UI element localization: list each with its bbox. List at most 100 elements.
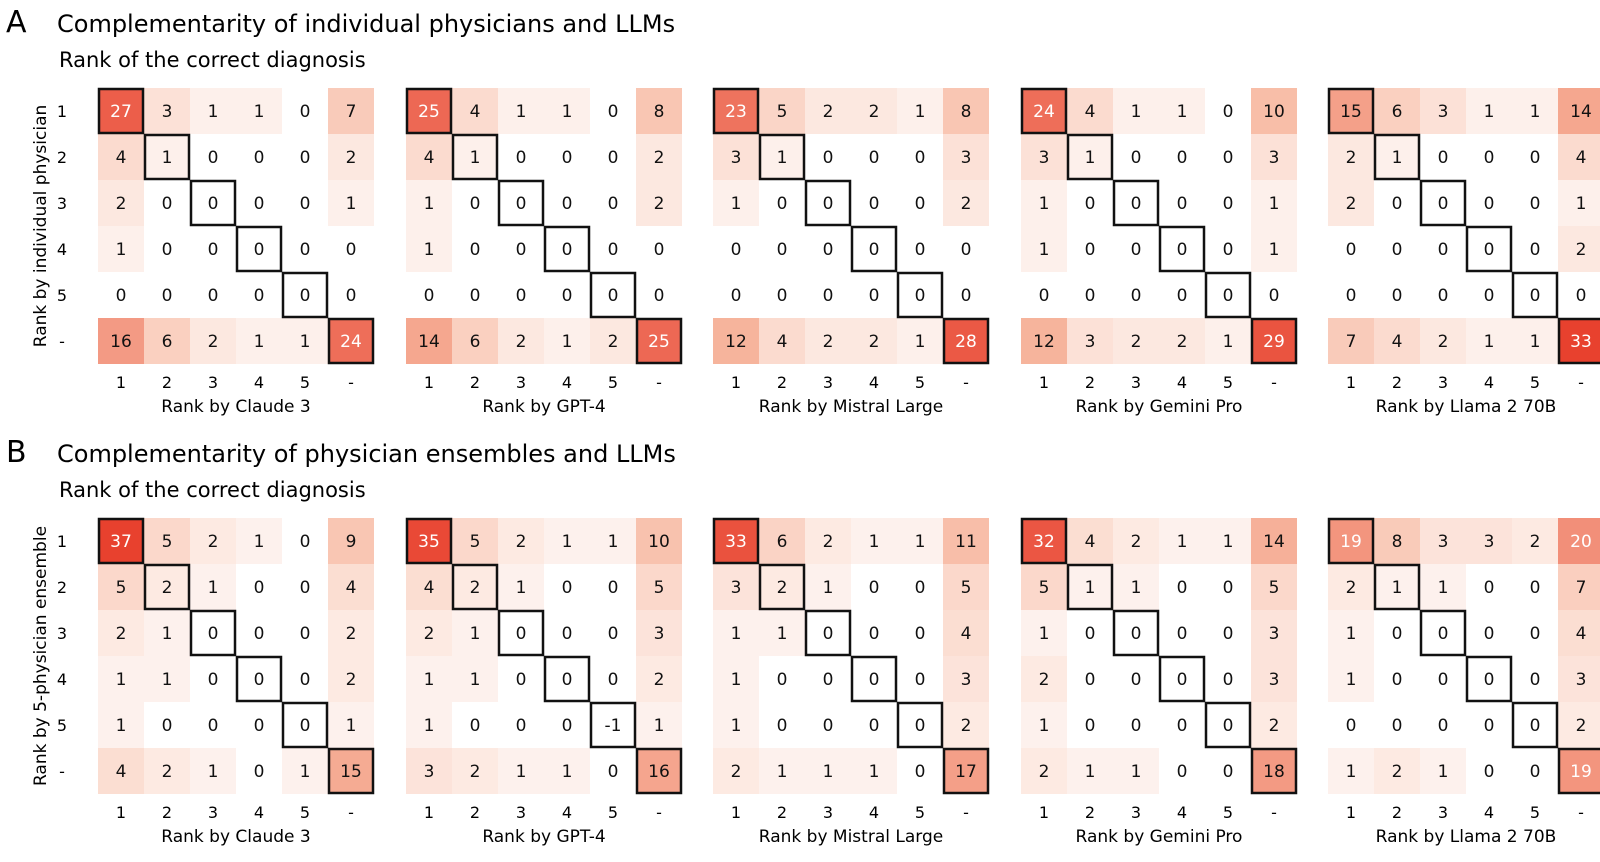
cell-value-label: 0 <box>961 286 972 306</box>
heatmap-cell <box>1512 518 1558 564</box>
y-tick-label: 1 <box>57 532 67 551</box>
cell-value-label: 0 <box>562 670 573 690</box>
heatmap-cell <box>943 272 989 318</box>
heatmap-cell <box>1374 518 1420 564</box>
diagonal-highlight <box>1465 655 1513 703</box>
x-axis-label: Rank by GPT-4 <box>482 827 605 847</box>
y-tick-label: 3 <box>57 194 67 213</box>
cell-value-label: 1 <box>1039 624 1050 644</box>
cell-value-label: 0 <box>777 670 788 690</box>
cell-value-label: 0 <box>300 194 311 214</box>
cell-value-label: 1 <box>1484 332 1495 352</box>
heatmap-cell <box>851 134 897 180</box>
cell-value-label: 1 <box>777 762 788 782</box>
cell-value-label: 0 <box>300 670 311 690</box>
cell-value-label: 0 <box>1392 194 1403 214</box>
heatmap-cell <box>406 610 452 656</box>
x-tick-label: 4 <box>869 373 879 392</box>
cell-value-label: 1 <box>1484 102 1495 122</box>
heatmap-cell <box>144 272 190 318</box>
diagonal-highlight <box>1373 563 1421 611</box>
cell-value-label: 1 <box>1039 194 1050 214</box>
y-tick-label: 1 <box>57 102 67 121</box>
cell-value-label: 1 <box>424 194 435 214</box>
heatmap-cell <box>1113 134 1159 180</box>
diagonal-highlight <box>1020 517 1068 565</box>
x-tick-label: 4 <box>562 803 572 822</box>
panel-title: Complementarity of physician ensembles a… <box>57 440 676 468</box>
cell-value-label: 0 <box>1039 286 1050 306</box>
cell-value-label: 0 <box>915 716 926 736</box>
cell-value-label: 7 <box>1576 578 1587 598</box>
heatmap-cell <box>328 272 374 318</box>
x-tick-label: 5 <box>915 803 925 822</box>
cell-value-label: 1 <box>162 148 173 168</box>
heatmap-cell <box>406 272 452 318</box>
cell-value-label: 1 <box>731 670 742 690</box>
heatmap-cell <box>851 564 897 610</box>
heatmap-cell <box>1067 272 1113 318</box>
heatmap-cell <box>98 564 144 610</box>
cell-value-label: 2 <box>1131 532 1142 552</box>
heatmap-cell <box>1159 272 1205 318</box>
cell-value-label: 0 <box>346 286 357 306</box>
cell-value-label: 0 <box>915 762 926 782</box>
cell-value-label: 0 <box>1438 194 1449 214</box>
cell-value-label: 1 <box>1576 194 1587 214</box>
cell-value-label: 3 <box>731 578 742 598</box>
heatmap-cell <box>1205 226 1251 272</box>
corner-highlight <box>942 317 990 365</box>
cell-value-label: 4 <box>116 148 127 168</box>
heatmap-cell <box>1251 134 1297 180</box>
cell-value-label: 1 <box>562 102 573 122</box>
cell-value-label: 0 <box>823 670 834 690</box>
heatmap-cell <box>498 180 544 226</box>
heatmap-cell <box>452 610 498 656</box>
heatmap-cell <box>190 656 236 702</box>
diagonal-highlight <box>1419 179 1467 227</box>
x-tick-label: 2 <box>162 373 172 392</box>
heatmap-cell <box>544 180 590 226</box>
heatmap-cell <box>498 656 544 702</box>
heatmap-cell <box>1205 88 1251 134</box>
cell-value-label: 0 <box>1392 240 1403 260</box>
heatmap-cell <box>1466 180 1512 226</box>
heatmap-cell <box>144 702 190 748</box>
heatmap-cell <box>144 180 190 226</box>
cell-value-label: 0 <box>1177 240 1188 260</box>
heatmap-cell <box>1466 702 1512 748</box>
panel-subtitle: Rank of the correct diagnosis <box>59 48 366 72</box>
cell-value-label: 0 <box>1484 578 1495 598</box>
heatmap-cell <box>943 656 989 702</box>
x-tick-label: - <box>1578 373 1584 392</box>
heatmap-cell <box>98 318 144 364</box>
heatmap-cell <box>713 134 759 180</box>
cell-value-label: 0 <box>915 624 926 644</box>
x-tick-label: 2 <box>777 373 787 392</box>
heatmap-cell <box>328 518 374 564</box>
cell-value-label: 4 <box>470 102 481 122</box>
heatmap-cell <box>1512 318 1558 364</box>
cell-value-label: 1 <box>162 624 173 644</box>
heatmap-cell <box>1558 318 1600 364</box>
heatmap-cell <box>190 610 236 656</box>
cell-value-label: 0 <box>254 578 265 598</box>
cell-value-label: 16 <box>648 762 670 782</box>
y-tick-label: - <box>59 332 65 351</box>
cell-value-label: 33 <box>1570 332 1592 352</box>
cell-value-label: 0 <box>869 716 880 736</box>
heatmap-cell <box>282 318 328 364</box>
heatmap-cell <box>1558 656 1600 702</box>
cell-value-label: 3 <box>1438 532 1449 552</box>
cell-value-label: 0 <box>562 286 573 306</box>
cell-value-label: 0 <box>300 578 311 598</box>
heatmap-cell <box>452 88 498 134</box>
cell-value-label: 0 <box>1530 670 1541 690</box>
cell-value-label: 3 <box>731 148 742 168</box>
heatmap-cell <box>1374 656 1420 702</box>
cell-value-label: 0 <box>869 194 880 214</box>
heatmap-cell <box>759 748 805 794</box>
x-axis-label: Rank by Mistral Large <box>759 827 943 847</box>
heatmap-cell <box>328 88 374 134</box>
heatmap-cell <box>1159 134 1205 180</box>
